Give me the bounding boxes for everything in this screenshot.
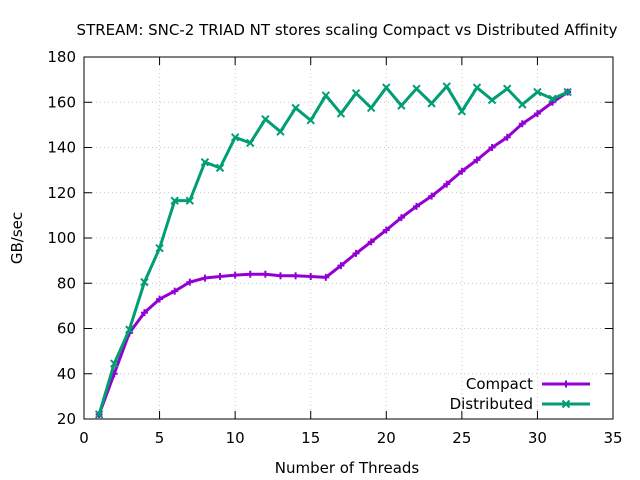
data-point [427, 99, 436, 108]
data-point [216, 272, 224, 280]
data-point [366, 103, 376, 113]
legend-marker [561, 399, 571, 409]
series-line-distributed [97, 84, 569, 415]
data-point [442, 82, 451, 91]
data-point [261, 270, 269, 278]
legend-marker [562, 380, 570, 388]
data-point [382, 226, 390, 234]
data-point [291, 103, 300, 113]
data-point [307, 272, 315, 280]
data-point [155, 243, 164, 253]
data-point [413, 202, 421, 210]
x-tick-label: 10 [226, 429, 245, 447]
data-point [246, 270, 254, 278]
legend-item-distributed: Distributed [450, 395, 590, 413]
data-point [533, 87, 542, 97]
data-point [276, 127, 285, 136]
legend-label: Compact [466, 375, 533, 393]
x-tick-label: 15 [301, 429, 320, 447]
data-point [563, 87, 572, 97]
y-tick-label: 180 [47, 48, 76, 66]
data-point [488, 144, 496, 151]
data-point [397, 214, 405, 222]
series-distributed [94, 82, 572, 419]
data-point [518, 100, 527, 109]
data-point [336, 109, 346, 118]
x-tick-label: 20 [377, 429, 396, 447]
data-point [170, 196, 179, 205]
y-tick-label: 80 [57, 274, 76, 292]
data-point [412, 84, 421, 93]
data-point [246, 138, 255, 148]
y-axis-ticks: 20 40 60 80 100 120 140 160 180 [47, 48, 613, 428]
chart-title: STREAM: SNC-2 TRIAD NT stores scaling Co… [77, 21, 618, 39]
data-point [276, 272, 284, 280]
x-tick-label: 35 [603, 429, 622, 447]
data-point [443, 180, 451, 188]
x-axis-ticks: 0 5 10 15 20 25 30 35 [79, 57, 623, 447]
legend-item-compact: Compact [466, 375, 590, 393]
data-point [110, 359, 119, 368]
data-point [458, 167, 466, 175]
y-tick-label: 140 [47, 139, 76, 157]
data-point [337, 262, 345, 270]
data-point [548, 94, 557, 104]
data-point [397, 101, 406, 110]
data-point [171, 287, 179, 295]
data-point [292, 272, 300, 280]
data-point [186, 278, 194, 286]
data-point [140, 309, 148, 317]
data-point [473, 156, 481, 164]
data-point [185, 196, 195, 205]
data-point [502, 84, 512, 93]
x-tick-label: 25 [452, 429, 471, 447]
series-layer [94, 82, 572, 419]
data-point [487, 95, 497, 105]
y-axis-label: GB/sec [8, 212, 26, 264]
y-tick-label: 60 [57, 320, 76, 338]
data-point [94, 410, 104, 419]
series-line-compact [97, 90, 569, 415]
data-point [367, 238, 375, 246]
data-point [231, 271, 239, 279]
y-tick-label: 120 [47, 184, 76, 202]
y-tick-label: 40 [57, 365, 76, 383]
data-point [352, 249, 360, 257]
data-point [533, 110, 541, 118]
y-tick-label: 20 [57, 410, 76, 428]
y-tick-label: 100 [47, 229, 76, 247]
data-point [457, 107, 467, 116]
data-point [261, 115, 270, 124]
data-point [382, 83, 391, 92]
data-point [306, 116, 315, 125]
data-point [230, 133, 240, 142]
data-point [472, 83, 482, 92]
data-point [200, 157, 210, 167]
data-point [140, 277, 149, 287]
series-compact [95, 88, 572, 418]
x-tick-label: 5 [155, 429, 165, 447]
data-point [518, 120, 526, 128]
plot-frame [83, 56, 614, 420]
x-axis-label: Number of Threads [275, 459, 420, 477]
data-point [428, 192, 436, 200]
data-point [321, 91, 331, 100]
legend-label: Distributed [450, 395, 533, 413]
y-tick-label: 160 [47, 93, 76, 111]
x-tick-label: 30 [528, 429, 547, 447]
data-point [125, 325, 134, 334]
data-point [351, 88, 361, 98]
data-point [156, 295, 164, 303]
data-point [503, 133, 511, 141]
legend: Compact Distributed [450, 375, 590, 413]
data-point [215, 163, 225, 173]
data-point [201, 274, 209, 282]
data-point [322, 273, 330, 281]
x-tick-label: 0 [79, 429, 89, 447]
grid-lines [84, 57, 613, 419]
